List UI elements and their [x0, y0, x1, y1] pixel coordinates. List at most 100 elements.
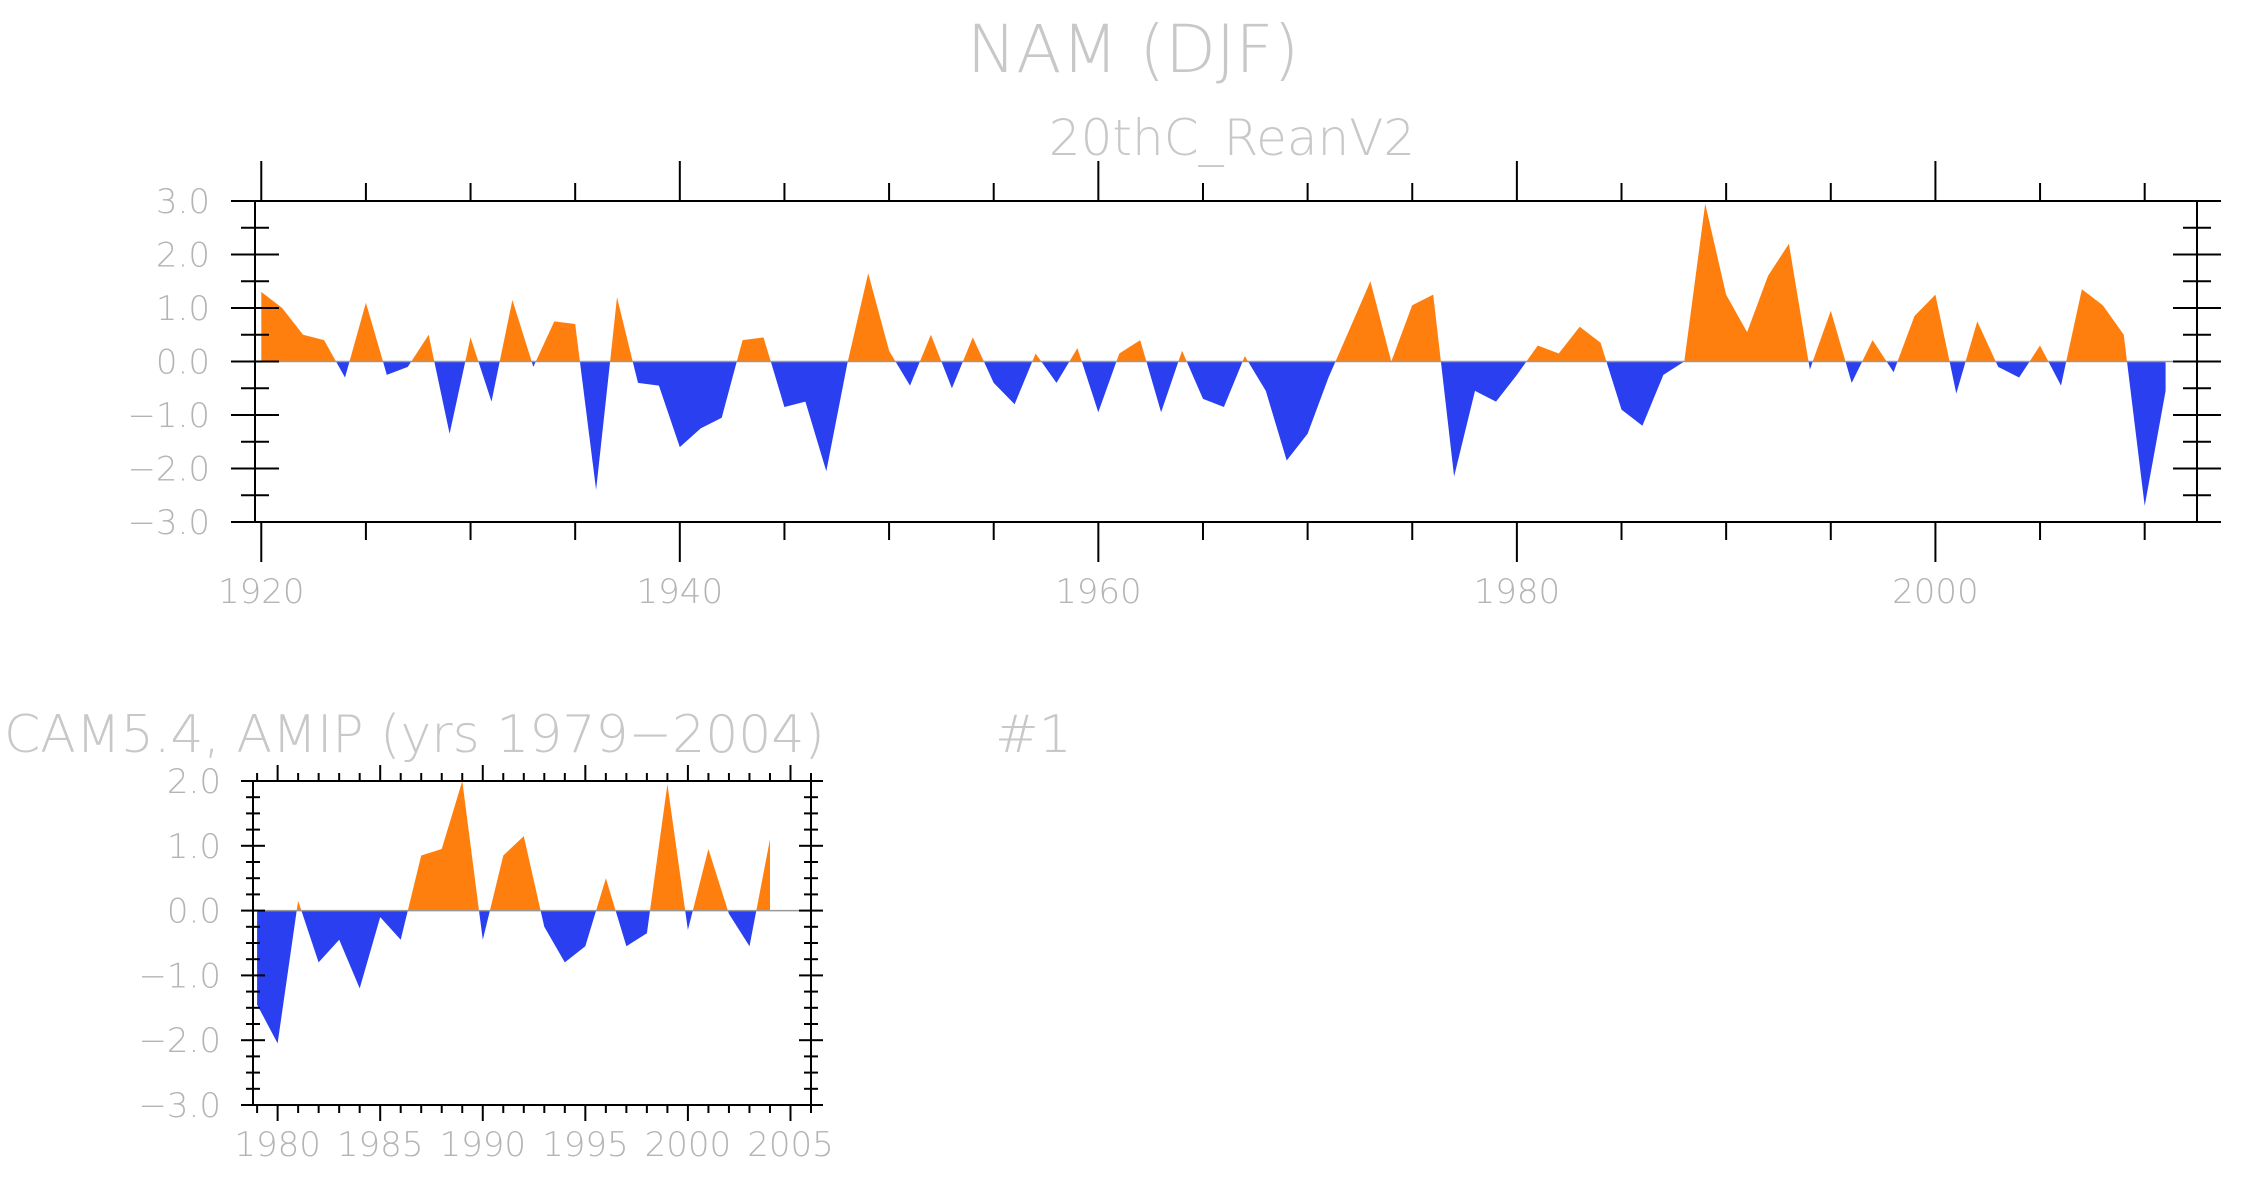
negative-area-5	[685, 910, 693, 930]
positive-area-22	[1965, 321, 1996, 362]
chart-title-cam54: CAM5.4, AMIP (yrs 1979−2004)	[4, 705, 825, 765]
p2-tick-labels: 2.0 1.0 0.0 −1.0 −2.0 −3.0 1980 1985 1990 1995 200…	[138, 762, 833, 1165]
negative-area-1	[301, 910, 408, 989]
positive-area-11	[1032, 353, 1042, 362]
positive-area-15	[1242, 356, 1249, 362]
positive-area-3	[465, 337, 479, 362]
negative-area-2	[434, 361, 466, 434]
negative-area-12	[1081, 361, 1117, 413]
positive-area-2	[489, 836, 541, 911]
negative-area-3	[478, 361, 500, 402]
positive-area-18	[1684, 203, 1809, 362]
y-tick-label: −1.0	[127, 396, 210, 436]
positive-area-5	[535, 321, 580, 362]
positive-area-2	[411, 334, 435, 362]
negative-area-2	[479, 910, 490, 940]
positive-area-6	[610, 297, 633, 362]
negative-area-23	[2048, 361, 2067, 386]
negative-area-21	[1949, 361, 1966, 394]
negative-area-4	[531, 361, 536, 367]
y-tick-label: −1.0	[138, 956, 221, 996]
y-tick-label: 1.0	[156, 289, 210, 329]
negative-area-5	[579, 361, 611, 490]
positive-area-8	[847, 273, 896, 362]
negative-area-19	[1845, 361, 1863, 383]
negative-area-20	[1886, 361, 1898, 373]
negative-area-8	[895, 361, 920, 386]
x-tick-label: 1920	[218, 572, 305, 612]
p2-area-series	[257, 781, 770, 1044]
negative-area-16	[1440, 361, 1527, 477]
negative-area-24	[2127, 361, 2166, 506]
y-tick-label: 2.0	[167, 762, 221, 802]
y-tick-label: −2.0	[138, 1021, 221, 1061]
positive-area-7	[736, 337, 771, 362]
y-tick-label: −2.0	[127, 450, 210, 490]
negative-area-14	[1186, 361, 1243, 407]
negative-area-9	[941, 361, 963, 389]
positive-area-1	[349, 302, 383, 362]
plot-frame	[252, 780, 812, 1106]
x-tick-label: 1995	[542, 1125, 629, 1165]
x-tick-label: 1980	[1474, 572, 1561, 612]
positive-area-4	[499, 300, 532, 362]
y-tick-label: 2.0	[156, 236, 210, 276]
negative-area-6	[727, 910, 757, 947]
panel-label: #1	[995, 705, 1072, 765]
negative-area-6	[632, 361, 737, 448]
positive-area-5	[692, 849, 728, 911]
positive-area-17	[1526, 326, 1607, 362]
positive-area-24	[2066, 289, 2127, 362]
x-tick-label: 1990	[439, 1125, 526, 1165]
x-tick-label: 1980	[234, 1125, 321, 1165]
negative-area-0	[336, 361, 350, 378]
y-tick-label: 3.0	[156, 182, 210, 222]
positive-area-3	[596, 878, 616, 911]
positive-area-21	[1897, 294, 1950, 362]
chart-subtitle: 20thC_ReanV2	[1049, 109, 1415, 167]
y-tick-label: 0.0	[156, 343, 210, 383]
negative-area-3	[540, 910, 597, 963]
positive-area-23	[2029, 345, 2049, 362]
positive-area-16	[1335, 281, 1441, 362]
x-tick-label: 2005	[747, 1125, 834, 1165]
x-tick-label: 1985	[337, 1125, 424, 1165]
y-tick-label: −3.0	[127, 503, 210, 543]
positive-area-1	[407, 781, 479, 911]
positive-area-20	[1862, 340, 1887, 362]
p1-axes	[231, 161, 2221, 562]
positive-area-14	[1178, 350, 1187, 362]
positive-area-10	[962, 337, 984, 362]
positive-area-9	[919, 334, 942, 362]
positive-area-19	[1812, 310, 1846, 362]
y-tick-label: 1.0	[167, 827, 221, 867]
panel-20thc-reanv2: NAM (DJF) 20thC_ReanV2 3.0 2.0 1.0 0.0 −1.0 −…	[127, 11, 2221, 612]
positive-area-6	[756, 839, 770, 911]
y-tick-label: −3.0	[138, 1086, 221, 1126]
positive-area-12	[1069, 348, 1082, 362]
chart-title: NAM (DJF)	[967, 11, 1299, 88]
x-tick-label: 2000	[645, 1125, 732, 1165]
positive-area-0	[261, 291, 336, 362]
negative-area-15	[1248, 361, 1336, 461]
p1-area-series	[261, 203, 2166, 506]
negative-area-18	[1808, 361, 1813, 370]
negative-area-22	[1995, 361, 2030, 378]
x-tick-label: 1960	[1055, 572, 1142, 612]
p2-axes	[241, 765, 823, 1121]
positive-area-0	[296, 900, 302, 911]
negative-area-10	[983, 361, 1033, 405]
negative-area-0	[257, 910, 297, 1044]
negative-area-4	[615, 910, 650, 947]
negative-area-17	[1606, 361, 1685, 426]
negative-area-13	[1146, 361, 1179, 413]
positive-area-4	[650, 784, 686, 911]
positive-area-13	[1116, 340, 1147, 362]
x-tick-label: 2000	[1892, 572, 1979, 612]
negative-area-7	[770, 361, 848, 472]
x-tick-label: 1940	[637, 572, 724, 612]
y-tick-label: 0.0	[167, 892, 221, 932]
panel-cam54-amip: CAM5.4, AMIP (yrs 1979−2004) #1 2.0 1.0 0.…	[4, 705, 1072, 1165]
